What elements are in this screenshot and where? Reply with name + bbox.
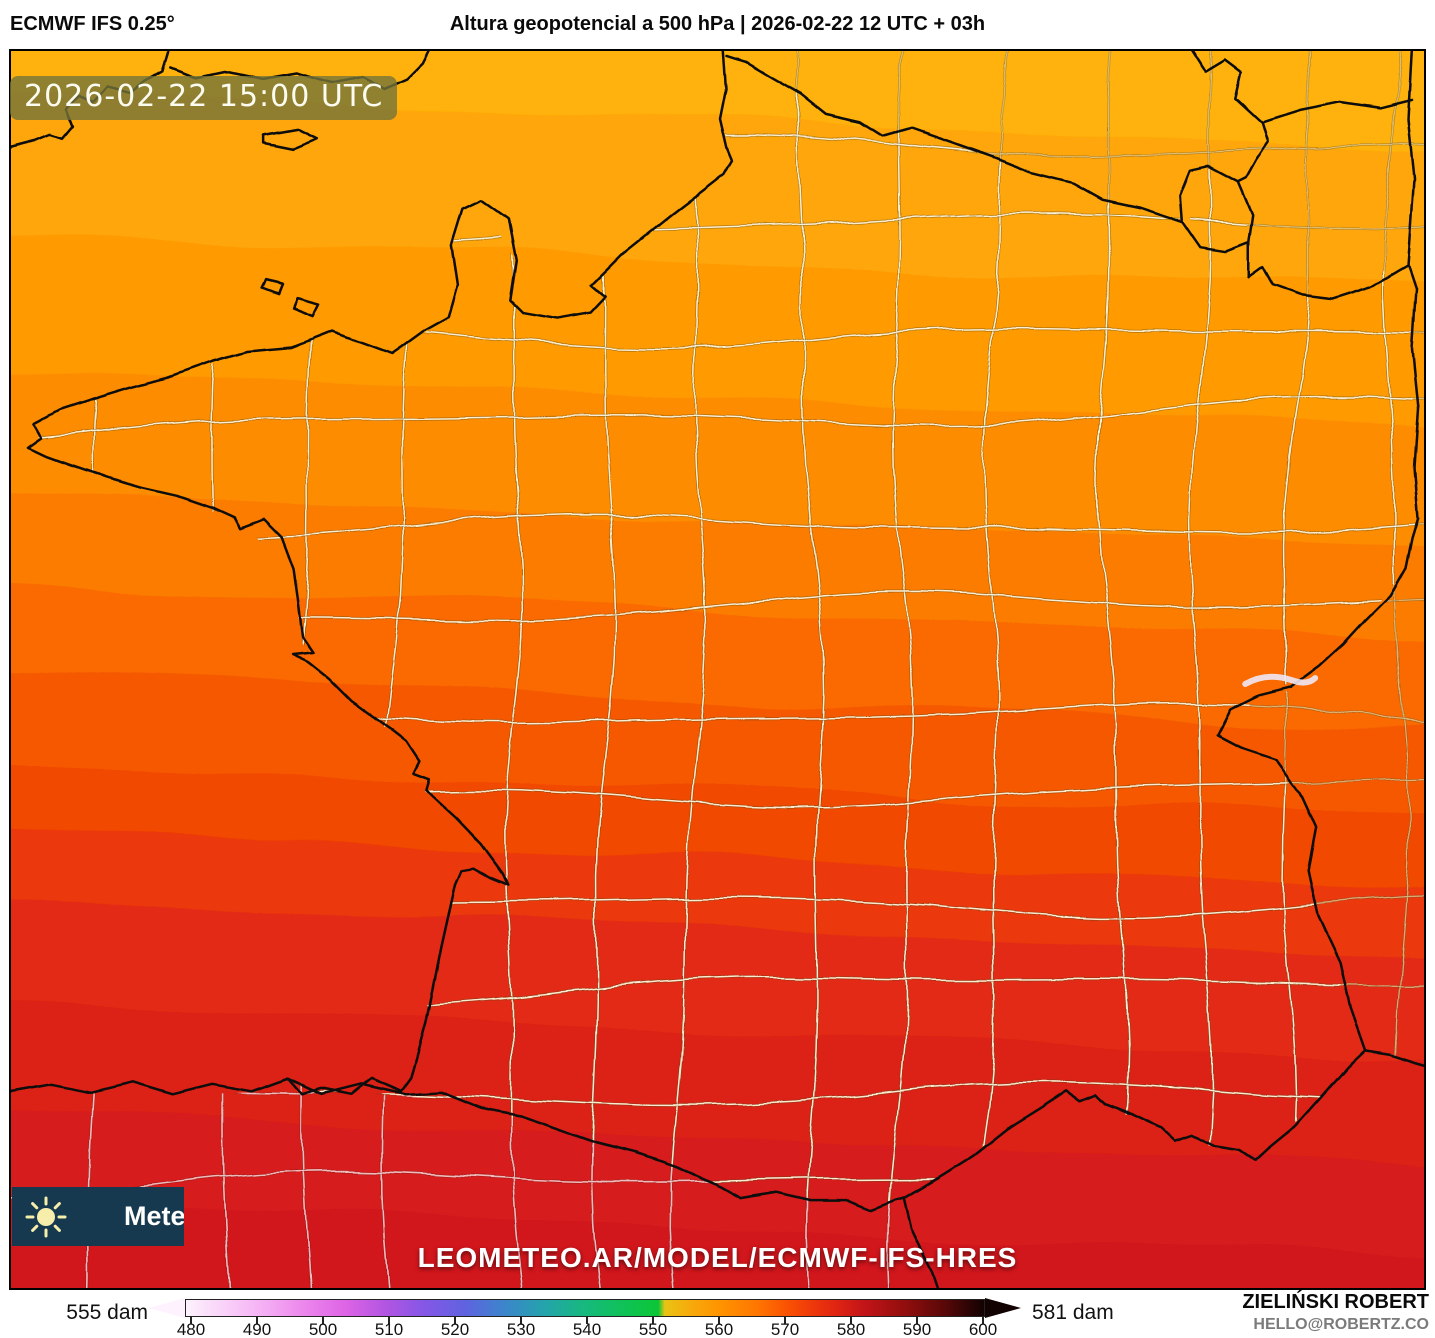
mediterranean-coast-roussillon	[902, 1196, 940, 1288]
isle-of-wight	[261, 127, 318, 151]
channel-island-guernsey	[261, 279, 284, 296]
germany-inner-border	[1260, 98, 1414, 124]
legend-tick-label: 550	[638, 1320, 668, 1338]
legend-tick-label: 500	[308, 1320, 338, 1338]
netherlands-germany-border	[1191, 51, 1270, 184]
legend-tick-label: 530	[506, 1320, 536, 1338]
legend-tick-label: 590	[902, 1320, 932, 1338]
france-coastline	[26, 51, 734, 1096]
legend-tick-label: 540	[572, 1320, 602, 1338]
rhine-border	[1406, 51, 1420, 520]
legend-colorbar	[185, 1299, 985, 1317]
belgium-border	[725, 54, 1184, 223]
mediterranean-coastline	[902, 1049, 1424, 1200]
logo-box: Meteo	[12, 1187, 184, 1246]
logo-wordmark: Meteo	[124, 1201, 184, 1231]
map-canvas	[9, 49, 1426, 1290]
legend-arrow-right	[985, 1298, 1021, 1318]
legend-min-label: 555 dam	[66, 1301, 148, 1324]
legend-arrow-left	[149, 1298, 185, 1318]
spain-north-coastline	[11, 1077, 289, 1096]
legend-tick-mark	[256, 1317, 258, 1324]
lake-geneva	[1242, 673, 1319, 687]
legend-tick-mark	[982, 1317, 984, 1324]
legend-tick-label: 570	[770, 1320, 800, 1338]
legend-max-label: 581 dam	[1032, 1301, 1114, 1324]
legend-tick-mark	[652, 1317, 654, 1324]
sun-icon	[25, 1196, 67, 1237]
page-title: Altura geopotencial a 500 hPa | 2026-02-…	[449, 13, 986, 35]
legend-tick-mark	[388, 1317, 390, 1324]
italy-border	[1274, 758, 1367, 1052]
luxembourg-border	[1179, 164, 1254, 253]
legend-tick-mark	[718, 1317, 720, 1324]
legend-tick-label: 560	[704, 1320, 734, 1338]
model-label: ECMWF IFS 0.25°	[10, 13, 175, 35]
legend-tick-label: 520	[440, 1320, 470, 1338]
contact-email: HELLO@ROBERTZ.CO	[1253, 1316, 1429, 1333]
legend-tick-label: 480	[176, 1320, 206, 1338]
legend-tick-mark	[190, 1317, 192, 1324]
legend-tick-mark	[586, 1317, 588, 1324]
legend-tick-mark	[322, 1317, 324, 1324]
legend-tick-mark	[520, 1317, 522, 1324]
legend-tick-mark	[784, 1317, 786, 1324]
legend-tick-mark	[916, 1317, 918, 1324]
germany-border	[1247, 241, 1410, 300]
legend-tick-label: 600	[968, 1320, 998, 1338]
geopotential-map	[11, 51, 1424, 1288]
legend-tick-label: 510	[374, 1320, 404, 1338]
legend-tick-mark	[454, 1317, 456, 1324]
legend-tick-mark	[850, 1317, 852, 1324]
legend-tick-label: 580	[836, 1320, 866, 1338]
watermark-url: LEOMETEO.AR/MODEL/ECMWF-IFS-HRES	[417, 1242, 1018, 1273]
channel-island-jersey	[291, 297, 320, 318]
switzerland-border	[1216, 516, 1420, 762]
legend-tick-label: 490	[242, 1320, 272, 1338]
valid-time-badge: 2026-02-22 15:00 UTC	[10, 76, 398, 120]
pyrenees-border	[286, 1077, 905, 1212]
author-credit: ZIELIŃSKI ROBERT	[1242, 1291, 1429, 1313]
